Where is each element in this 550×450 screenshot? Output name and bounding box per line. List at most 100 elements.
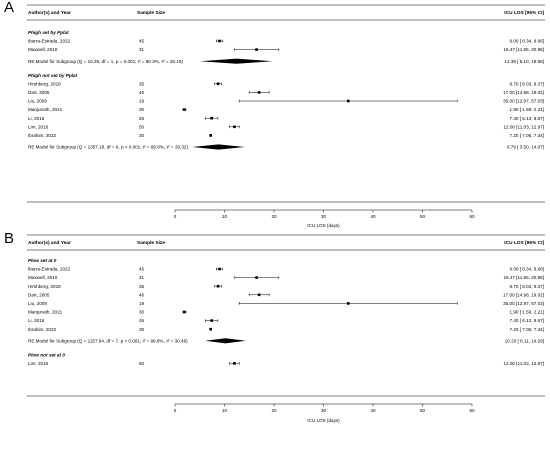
panel-b-study-name: Ibrahim, 2022	[28, 327, 57, 332]
panel-a-study-ci-label: 7.20 [ 7.06, 7.34]	[510, 133, 544, 138]
panel-a-study-name: Dart, 2005	[28, 90, 50, 95]
panel-b-sample-size: 46	[139, 292, 145, 297]
panel-b-x-tick-label: 10	[222, 408, 228, 413]
panel-a-subgroup-title: Phigh not set by Pplat	[28, 73, 78, 78]
panel-b-letter: B	[4, 230, 15, 247]
panel-a-subgroup-summary-ci: 12.39 [ 5.10, 19.68]	[504, 59, 544, 64]
panel-a-x-tick-label: 20	[271, 214, 277, 219]
panel-b-study-name: Hirshberg, 2018	[28, 284, 61, 289]
panel-a-study-ci-label: 35.00 [12.97, 57.03]	[503, 99, 544, 104]
panel-b-x-tick-label: 50	[420, 408, 426, 413]
panel-a-sample-size: 50	[139, 124, 145, 129]
panel-b-sample-size: 26	[139, 318, 145, 323]
panel-b-study-ci-label: 9.00 [ 8.34, 9.66]	[510, 267, 544, 272]
panel-a-x-tick-label: 10	[222, 214, 228, 219]
panel-a-point-estimate	[183, 108, 186, 111]
panel-b-x-tick-label: 60	[469, 408, 475, 413]
panel-a-sample-size: 46	[139, 90, 145, 95]
panel-a-study-ci-label: 12.00 [11.03, 12.97]	[503, 124, 544, 129]
panel-a-sample-size: 26	[139, 116, 145, 121]
panel-a-sample-size: 30	[139, 107, 145, 112]
panel-a-study-name: Liu, 2009	[28, 99, 47, 104]
panel-b-sample-size: 45	[139, 267, 145, 272]
panel-b-study-ci-label: 16.47 [11.95, 20.98]	[503, 275, 544, 280]
panel-b-header-sample-size: Sample Size	[137, 240, 165, 246]
panel-a-study-name: Hirshberg, 2018	[28, 81, 61, 86]
panel-a-point-estimate	[218, 39, 221, 43]
panel-a-x-tick-label: 30	[321, 214, 327, 219]
panel-a-x-tick-label: 60	[469, 214, 475, 219]
panel-a-sample-size: 31	[139, 47, 145, 52]
panel-a-sample-size: 30	[139, 133, 145, 138]
panel-a-study-name: Lim, 2016	[28, 124, 49, 129]
panel-b-point-estimate	[210, 319, 213, 322]
panel-b-x-tick-label: 40	[370, 408, 376, 413]
panel-a-study-name: Maxwell, 2010	[28, 47, 58, 52]
panel-b-sample-size: 30	[139, 310, 145, 315]
panel-b-x-tick-label: 30	[321, 408, 327, 413]
panel-a-study-ci-label: 7.40 [ 6.13, 8.67]	[510, 116, 544, 121]
panel-a-sample-size: 35	[139, 81, 145, 86]
panel-b-summary-diamond	[205, 338, 246, 344]
panel-b-point-estimate	[209, 327, 212, 331]
panel-a-study-ci-label: 17.00 [14.98, 19.02]	[503, 90, 544, 95]
panel-b-study-name: Liu, 2009	[28, 301, 47, 306]
panel-a-point-estimate	[257, 91, 261, 94]
panel-b-sample-size: 31	[139, 275, 145, 280]
panel-a-x-tick-label: 0	[174, 214, 177, 219]
panel-b-x-axis-label: ICU LOS (days)	[307, 418, 340, 423]
panel-b-point-estimate	[346, 302, 350, 305]
panel-b-sample-size: 30	[139, 327, 145, 332]
panel-b-study-name: Ibarra-Estrada, 2022	[28, 267, 71, 272]
panel-a-header-sample-size: Sample Size	[137, 10, 165, 16]
panel-a-study-ci-label: 16.47 [11.95, 20.98]	[503, 47, 544, 52]
panel-a-x-tick-label: 40	[370, 214, 376, 219]
panel-a-study-ci-label: 8.70 [ 8.03, 9.37]	[510, 81, 544, 86]
panel-b-subgroup-title: Plow set at 0	[28, 258, 57, 263]
panel-b-point-estimate	[257, 293, 261, 297]
panel-a-summary-diamond	[200, 58, 273, 64]
panel-a-subgroup-summary-label: RE Model for Subgroup (Q = 10.29, df = 1…	[28, 59, 183, 64]
panel-b-point-estimate	[255, 276, 258, 279]
panel-b-sample-size: 19	[139, 301, 145, 306]
panel-a-study-name: Ibrahim, 2022	[28, 133, 57, 138]
panel-b-header-study: Author(s) and Year	[28, 240, 71, 246]
panel-a-subgroup-summary-ci: 8.79 [ 3.50, 14.07]	[507, 145, 544, 150]
panel-b-study-name: Manjunath, 2021	[28, 310, 63, 315]
panel-a-study-ci-label: 1.90 [ 1.59, 2.21]	[510, 107, 544, 112]
panel-b-study-name: Maxwell, 2010	[28, 275, 58, 280]
panel-b-study-ci-label: 12.00 [11.03, 12.97]	[503, 361, 544, 366]
panel-b-study-ci-label: 17.00 [14.98, 19.02]	[503, 292, 544, 297]
panel-a-subgroup-summary-label: RE Model for Subgroup (Q = 1357.18, df =…	[28, 145, 188, 150]
panel-b-x-tick-label: 20	[271, 408, 277, 413]
panel-a-point-estimate	[210, 116, 213, 120]
panel-b-point-estimate	[233, 362, 236, 365]
panel-b-study-ci-label: 8.70 [ 8.03, 9.37]	[510, 284, 544, 289]
panel-b-subgroup-summary-ci: 10.20 [ 6.11, 14.29]	[505, 338, 544, 343]
panel-b-x-tick-label: 0	[174, 408, 177, 413]
panel-a-subgroup-title: Phigh set by Pplat	[28, 30, 69, 35]
panel-a-point-estimate	[255, 48, 258, 51]
panel-b-subgroup-summary-label: RE Model for Subgroup (Q = 1157.94, df =…	[28, 338, 188, 343]
panel-b-study-ci-label: 7.20 [ 7.06, 7.34]	[510, 327, 544, 332]
panel-a-point-estimate	[209, 134, 212, 137]
panel-b-study-name: Li, 2016	[28, 318, 45, 323]
panel-a-point-estimate	[346, 99, 350, 103]
panel-b-header-estimate: ICU LOS [95% CI]	[504, 240, 544, 246]
panel-b-study-ci-label: 7.40 [ 6.13, 8.67]	[510, 318, 544, 323]
panel-a-study-name: Manjunath, 2021	[28, 107, 63, 112]
panel-a-study-name: Ibarra-Estrada, 2022	[28, 39, 71, 44]
panel-b-study-ci-label: 1.90 [ 1.59, 2.21]	[510, 310, 544, 315]
panel-b-subgroup-title: Plow not set at 0	[28, 352, 65, 357]
panel-a-x-tick-label: 50	[420, 214, 426, 219]
panel-a-header-study: Author(s) and Year	[28, 10, 71, 16]
panel-a-sample-size: 19	[139, 99, 145, 104]
panel-b-sample-size: 35	[139, 284, 145, 289]
panel-a-point-estimate	[233, 125, 236, 129]
panel-b-point-estimate	[183, 310, 186, 314]
panel-a-x-axis-label: ICU LOS (days)	[307, 223, 340, 228]
panel-a-sample-size: 45	[139, 39, 145, 44]
panel-b-point-estimate	[216, 284, 220, 288]
